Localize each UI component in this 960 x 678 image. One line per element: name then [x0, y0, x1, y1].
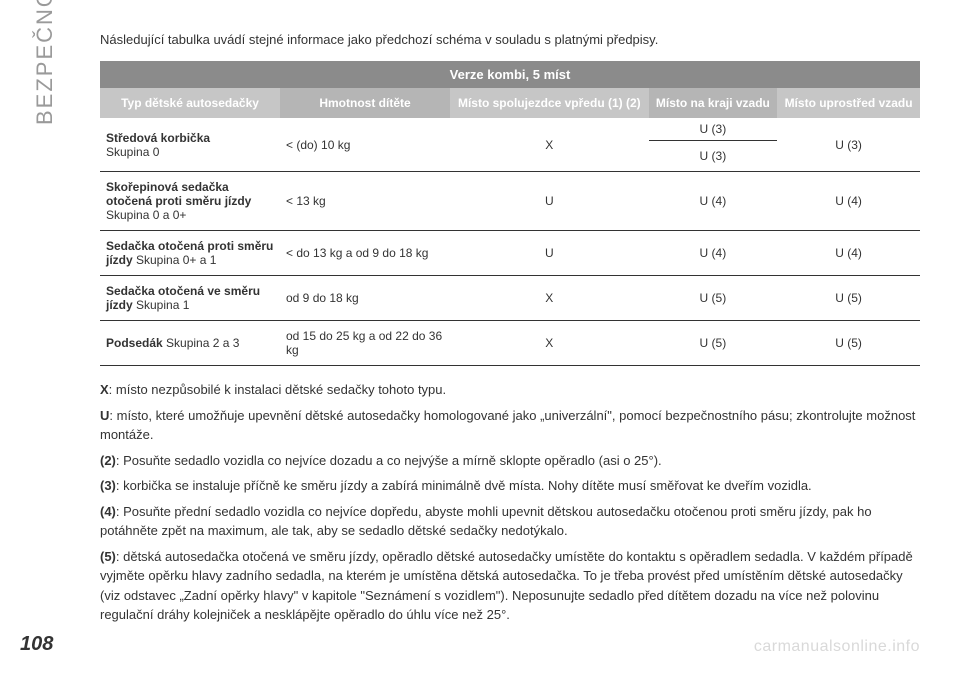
cell-label: Středová korbičkaSkupina 0: [100, 118, 280, 172]
cell-rear-mid: U (4): [777, 231, 920, 276]
watermark: carmanualsonline.info: [754, 638, 920, 656]
intro-text: Následující tabulka uvádí stejné informa…: [100, 32, 920, 47]
cell-rear-side: U (3): [649, 141, 778, 172]
cell-rear-mid: U (4): [777, 172, 920, 231]
cell-front: X: [450, 276, 649, 321]
page-number: 108: [20, 633, 53, 656]
notes-block: XX: místo nezpůsobilé k instalaci dětské…: [100, 380, 920, 625]
section-label: BEZPEČNOST: [32, 0, 58, 125]
cell-rear-mid: U (3): [777, 118, 920, 172]
cell-front: U: [450, 172, 649, 231]
col-header: Hmotnost dítěte: [280, 88, 450, 118]
cell-rear-mid: U (5): [777, 276, 920, 321]
col-header: Místo uprostřed vzadu: [777, 88, 920, 118]
cell-rear-side: U (4): [649, 231, 778, 276]
cell-rear-side: U (5): [649, 321, 778, 366]
col-header: Místo spolujezdce vpředu (1) (2): [450, 88, 649, 118]
table-row: Sedačka otočená ve směru jízdy Skupina 1…: [100, 276, 920, 321]
cell-weight: < (do) 10 kg: [280, 118, 450, 172]
cell-rear-side: U (5): [649, 276, 778, 321]
cell-rear-mid: U (5): [777, 321, 920, 366]
cell-front: X: [450, 118, 649, 172]
cell-weight: od 9 do 18 kg: [280, 276, 450, 321]
note-2: (2): Posuňte sedadlo vozidla co nejvíce …: [100, 451, 920, 471]
cell-rear-side: U (3): [649, 118, 778, 141]
cell-weight: < 13 kg: [280, 172, 450, 231]
cell-label: Sedačka otočená ve směru jízdy Skupina 1: [100, 276, 280, 321]
page-content: Následující tabulka uvádí stejné informa…: [100, 32, 920, 631]
col-header: Místo na kraji vzadu: [649, 88, 778, 118]
note-4: (4): Posuňte přední sedadlo vozidla co n…: [100, 502, 920, 541]
note-u: U: místo, které umožňuje upevnění dětské…: [100, 406, 920, 445]
cell-front: U: [450, 231, 649, 276]
table-row: Podsedák Skupina 2 a 3 od 15 do 25 kg a …: [100, 321, 920, 366]
cell-rear-side: U (4): [649, 172, 778, 231]
col-header: Typ dětské autosedačky: [100, 88, 280, 118]
cell-label: Skořepinová sedačka otočená proti směru …: [100, 172, 280, 231]
cell-weight: < do 13 kg a od 9 do 18 kg: [280, 231, 450, 276]
table-row: Středová korbičkaSkupina 0 < (do) 10 kg …: [100, 118, 920, 141]
cell-front: X: [450, 321, 649, 366]
table-row: Skořepinová sedačka otočená proti směru …: [100, 172, 920, 231]
note-3: (3): korbička se instaluje příčně ke smě…: [100, 476, 920, 496]
table-row: Sedačka otočená proti směru jízdy Skupin…: [100, 231, 920, 276]
note-5: (5): dětská autosedačka otočená ve směru…: [100, 547, 920, 625]
note-x: XX: místo nezpůsobilé k instalaci dětské…: [100, 380, 920, 400]
cell-weight: od 15 do 25 kg a od 22 do 36 kg: [280, 321, 450, 366]
table-title: Verze kombi, 5 míst: [100, 61, 920, 88]
cell-label: Podsedák Skupina 2 a 3: [100, 321, 280, 366]
seat-table: Verze kombi, 5 míst Typ dětské autosedač…: [100, 61, 920, 366]
cell-label: Sedačka otočená proti směru jízdy Skupin…: [100, 231, 280, 276]
